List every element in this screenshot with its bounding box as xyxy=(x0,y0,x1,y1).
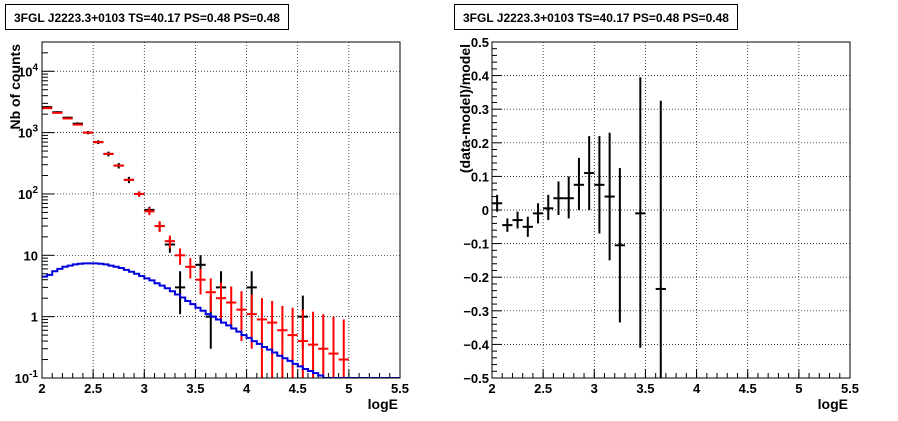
plot-area xyxy=(492,42,850,378)
model-component-step-line xyxy=(42,262,400,378)
series-point xyxy=(573,157,585,210)
y-tick-label: 0.5 xyxy=(471,35,489,50)
y-tick-label: −0.1 xyxy=(463,237,489,252)
x-tick-label: 2 xyxy=(488,381,495,396)
y-tick-label: 102 xyxy=(18,185,38,202)
y-axis-label: Nb of counts xyxy=(7,44,23,130)
model-total-point xyxy=(267,300,278,378)
x-axis-label: logE xyxy=(368,396,398,412)
series-point xyxy=(492,194,503,212)
data-point xyxy=(174,271,186,315)
y-tick-label: 0.3 xyxy=(471,102,489,117)
series-point xyxy=(553,181,564,216)
y-tick-label: 0.2 xyxy=(471,136,489,151)
model-total-point xyxy=(164,235,175,249)
series-point xyxy=(512,211,523,229)
model-total-point xyxy=(154,221,165,232)
model-total-point xyxy=(328,316,339,378)
y-tick-label: 0 xyxy=(482,203,489,218)
model-total-point xyxy=(256,298,268,378)
series-point xyxy=(563,176,574,219)
y-tick-label: 10 xyxy=(24,248,38,263)
y-tick-label: 1 xyxy=(31,310,38,325)
series-point xyxy=(522,216,533,237)
x-tick-label: 3.5 xyxy=(636,381,654,396)
plot-frame xyxy=(491,41,851,379)
model-total-point xyxy=(277,305,288,378)
y-tick-label: 0.1 xyxy=(471,169,489,184)
plot-area xyxy=(42,42,400,378)
model-total-point xyxy=(215,282,227,321)
x-tick-label: 2 xyxy=(38,381,45,396)
model-total-point xyxy=(318,314,329,378)
model-total-point xyxy=(185,258,196,279)
series-point xyxy=(584,136,595,210)
y-tick-label: −0.3 xyxy=(463,304,489,319)
model-total-point xyxy=(226,286,237,329)
y-axis-label: (data-model)/model xyxy=(457,44,473,173)
series-point xyxy=(604,132,615,261)
x-tick-label: 3 xyxy=(141,381,148,396)
counts-panel-title: 3FGL J2223.3+0103 TS=40.17 PS=0.48 PS=0.… xyxy=(5,4,289,30)
model-total-point xyxy=(205,278,216,312)
x-tick-label: 5 xyxy=(345,381,352,396)
x-tick-label: 4.5 xyxy=(289,381,307,396)
y-tick-label: 10-1 xyxy=(15,369,39,386)
plot-frame xyxy=(41,41,401,379)
series-point xyxy=(635,77,646,348)
model-total-point xyxy=(134,191,145,197)
series-point xyxy=(655,100,666,378)
x-tick-label: 5 xyxy=(795,381,802,396)
y-tick-label: 0.4 xyxy=(471,69,490,84)
x-tick-label: 2.5 xyxy=(534,381,552,396)
x-tick-label: 5.5 xyxy=(841,381,859,396)
x-tick-label: 3.5 xyxy=(186,381,204,396)
x-tick-label: 4.5 xyxy=(739,381,757,396)
plot-marks xyxy=(42,106,400,378)
series-point xyxy=(543,194,554,221)
model-total-point xyxy=(195,268,206,295)
x-tick-label: 2.5 xyxy=(84,381,102,396)
model-total-point xyxy=(174,248,186,265)
y-tick-label: −0.2 xyxy=(463,270,489,285)
model-total-point xyxy=(144,207,155,216)
x-tick-label: 4 xyxy=(693,381,701,396)
series-point xyxy=(532,203,544,224)
y-tick-label: 104 xyxy=(18,62,38,79)
series-point xyxy=(594,136,605,234)
series-point xyxy=(502,218,513,232)
counts-panel: 2 2.5 3 3.5 4 4.5 5 5.5 10-1 1 10 102 103 104 logE Nb o… xyxy=(7,41,409,412)
residuals-panel: 2 2.5 3 3.5 4 4.5 5 5.5 −0.5 −0.4 −0.3 −0.2 −0.1 0 0.1… xyxy=(457,35,859,412)
x-tick-label: 4 xyxy=(243,381,251,396)
plot-marks xyxy=(492,77,666,378)
y-tick-label: −0.5 xyxy=(463,371,489,386)
x-tick-label: 3 xyxy=(591,381,598,396)
model-total-point xyxy=(307,311,319,378)
y-tick-label: −0.4 xyxy=(463,337,489,352)
x-tick-label: 5.5 xyxy=(391,381,409,396)
series-point xyxy=(614,168,625,323)
y-tick-label: 103 xyxy=(18,124,38,141)
model-total-point xyxy=(338,319,349,378)
x-axis-label: logE xyxy=(818,396,848,412)
residuals-panel-title: 3FGL J2223.3+0103 TS=40.17 PS=0.48 PS=0.… xyxy=(454,4,738,30)
model-total-point xyxy=(287,307,298,378)
